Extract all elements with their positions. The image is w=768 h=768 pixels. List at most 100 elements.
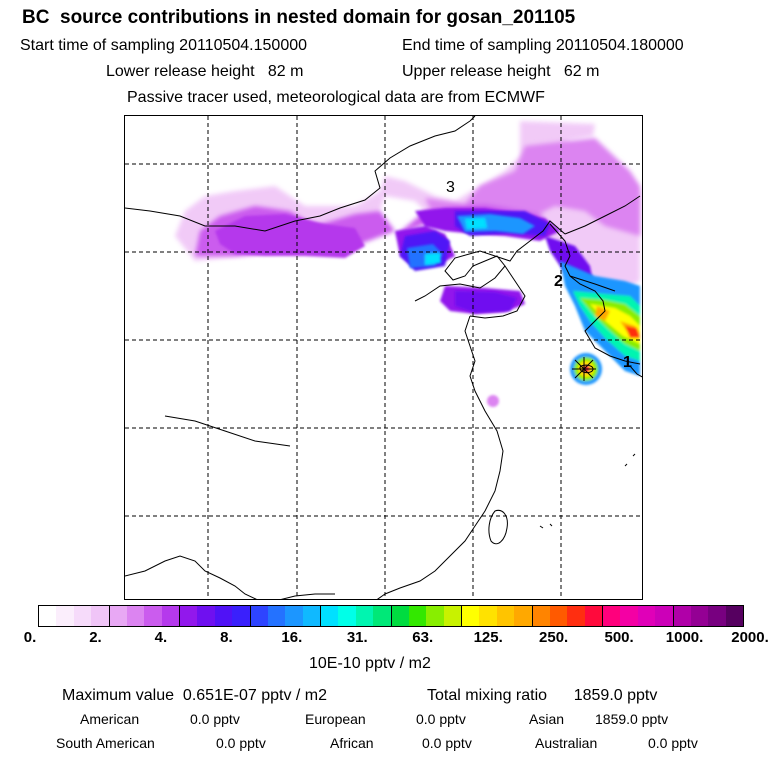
colorbar-swatch	[373, 606, 391, 626]
coast-korea-west	[549, 223, 641, 365]
colorbar-tick-label: 0.	[23, 629, 37, 646]
australian-label: Australian	[535, 735, 598, 751]
total-mixing-ratio: Total mixing ratio 1859.0 pptv	[427, 687, 658, 704]
colorbar-swatch	[443, 606, 461, 626]
lower-release-height: Lower release height 82 m	[106, 63, 304, 80]
maximum-value: Maximum value 0.651E-07 pptv / m2	[62, 687, 328, 704]
american-value: 0.0 pptv	[190, 711, 240, 727]
region-label-3: 3	[446, 179, 455, 196]
colorbar-swatch	[179, 606, 198, 626]
colorbar-swatch	[584, 606, 602, 626]
colorbar-swatch	[531, 606, 550, 626]
american-label: American	[80, 711, 140, 727]
colorbar-swatch	[126, 606, 145, 626]
colorbar-swatch	[408, 606, 427, 626]
african-value: 0.0 pptv	[422, 735, 472, 751]
tracer-info: Passive tracer used, meteorological data…	[127, 89, 545, 106]
colorbar-swatch	[161, 606, 179, 626]
colorbar-tick-label: 250.	[539, 629, 569, 646]
colorbar-swatch	[91, 606, 109, 626]
coast-shandong	[376, 315, 504, 599]
colorbar-swatch	[496, 606, 515, 626]
region-label-1: 1	[623, 354, 632, 371]
colorbar-swatch	[620, 606, 638, 626]
station-marker	[572, 357, 596, 381]
colorbar-tick-label: 500.	[604, 629, 634, 646]
european-value: 0.0 pptv	[416, 711, 466, 727]
colorbar-swatch	[725, 606, 743, 626]
coastlines	[125, 116, 642, 599]
coast-korea-east	[564, 195, 641, 235]
end-time: End time of sampling 20110504.180000	[402, 37, 684, 54]
south-american-label: South American	[56, 735, 155, 751]
colorbar	[38, 605, 744, 627]
colorbar-tick-label: 8.	[220, 629, 233, 646]
border-southwest	[125, 555, 257, 599]
coast-liaodong	[469, 265, 526, 319]
map-grid	[125, 116, 642, 599]
colorbar-swatch	[108, 606, 127, 626]
south-american-value: 0.0 pptv	[216, 735, 266, 751]
colorbar-swatch	[637, 606, 656, 626]
island-ryukyu-1	[624, 463, 628, 467]
colorbar-swatch	[267, 606, 286, 626]
colorbar-swatch	[672, 606, 691, 626]
colorbar-swatch	[56, 606, 74, 626]
colorbar-swatch	[426, 606, 444, 626]
map-panel: 3 2 1	[124, 115, 643, 600]
colorbar-tick-label: 125.	[473, 629, 503, 646]
region-label-2: 2	[554, 273, 563, 290]
colorbar-tick-label: 31.	[346, 629, 368, 646]
colorbar-swatch	[390, 606, 409, 626]
plume-cyan-3	[425, 253, 441, 265]
colorbar-swatch	[708, 606, 726, 626]
plume-spot	[487, 395, 499, 407]
colorbar-swatch	[39, 606, 57, 626]
asian-value: 1859.0 pptv	[595, 711, 669, 727]
upper-release-height: Upper release height 62 m	[402, 63, 600, 80]
concentration-field	[175, 121, 640, 407]
colorbar-swatch	[302, 606, 320, 626]
colorbar-swatch	[479, 606, 497, 626]
colorbar-swatch	[285, 606, 303, 626]
colorbar-swatch	[514, 606, 532, 626]
colorbar-swatch	[214, 606, 233, 626]
colorbar-tick-label: 1000.	[665, 629, 704, 646]
colorbar-swatch	[461, 606, 480, 626]
colorbar-swatch	[602, 606, 621, 626]
coast-japan	[629, 365, 642, 378]
colorbar-swatch	[232, 606, 250, 626]
african-label: African	[330, 735, 374, 751]
asian-label: Asian	[529, 711, 565, 727]
colorbar-swatch	[249, 606, 268, 626]
australian-value: 0.0 pptv	[648, 735, 698, 751]
island-ryukyu-3	[539, 525, 544, 529]
colorbar-swatch	[690, 606, 709, 626]
colorbar-swatch	[197, 606, 215, 626]
colorbar-swatch	[567, 606, 585, 626]
border-korea	[569, 275, 616, 292]
island-ryukyu-4	[549, 523, 553, 527]
colorbar-tick-label: 2.	[89, 629, 102, 646]
start-time: Start time of sampling 20110504.150000	[20, 37, 308, 54]
plume-korea-red	[625, 326, 640, 338]
colorbar-swatch	[144, 606, 162, 626]
map-svg: 3 2 1	[125, 116, 642, 599]
colorbar-swatch	[338, 606, 356, 626]
colorbar-tick-label: 2000.	[731, 629, 768, 646]
colorbar-tick-label: 4.	[154, 629, 168, 646]
colorbar-swatch	[73, 606, 92, 626]
colorbar-swatch	[355, 606, 374, 626]
colorbar-swatch	[320, 606, 339, 626]
island-ryukyu-2	[632, 453, 636, 457]
colorbar-swatch	[549, 606, 568, 626]
colorbar-tick-label: 63.	[412, 629, 434, 646]
coast-south	[280, 593, 335, 599]
european-label: European	[305, 711, 366, 727]
colorbar-tick-label: 16.	[281, 629, 303, 646]
island-taiwan	[488, 509, 508, 545]
river-1	[164, 415, 291, 447]
plume-violet-3	[215, 214, 365, 258]
colorbar-unit: 10E-10 pptv / m2	[309, 655, 431, 672]
border-north	[125, 120, 471, 232]
